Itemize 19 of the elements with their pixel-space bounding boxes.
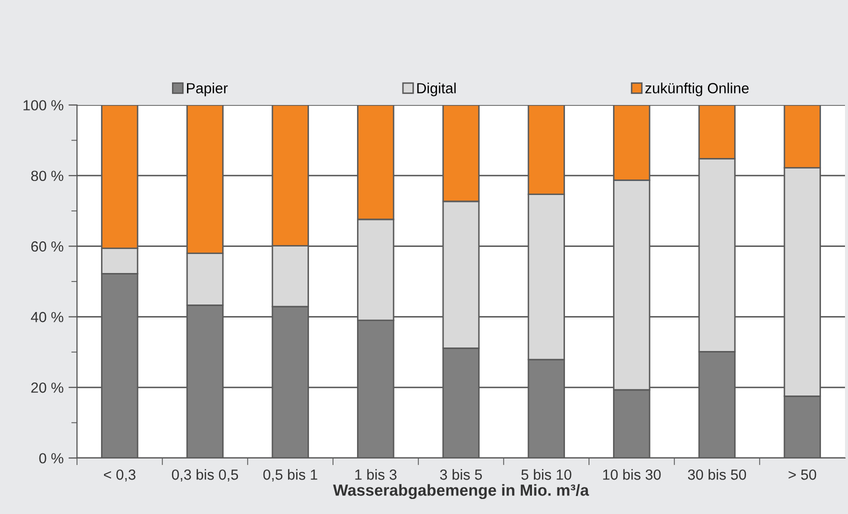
legend-label: zukünftig Online bbox=[645, 82, 749, 96]
x-tick-label: 30 bis 50 bbox=[688, 469, 746, 480]
y-tick-label: 0 % bbox=[39, 453, 64, 464]
legend-label: Digital bbox=[417, 82, 456, 96]
x-tick-label: 0,5 bis 1 bbox=[263, 469, 318, 482]
x-tick-label: 10 bis 30 bbox=[603, 469, 661, 480]
y-tick-label: 40 % bbox=[30, 312, 64, 322]
x-tick-label: 0,3 bis 0,5 bbox=[172, 469, 238, 482]
y-tick-label: 100 % bbox=[24, 100, 64, 110]
x-tick-label: > 50 bbox=[788, 469, 816, 480]
x-axis-title: Wasserabgabemenge in Mio. m³/a bbox=[333, 484, 590, 500]
y-tick-label: 60 % bbox=[31, 241, 64, 252]
x-tick-label: < 0,3 bbox=[104, 469, 136, 482]
x-tick-label: 1 bis 3 bbox=[355, 469, 397, 480]
x-tick-label: 5 bis 10 bbox=[521, 469, 572, 480]
y-tick-label: 80 % bbox=[31, 170, 64, 182]
x-tick-label: 3 bis 5 bbox=[440, 469, 482, 480]
legend-label: Papier bbox=[187, 82, 228, 96]
y-tick-label: 20 % bbox=[31, 382, 64, 393]
